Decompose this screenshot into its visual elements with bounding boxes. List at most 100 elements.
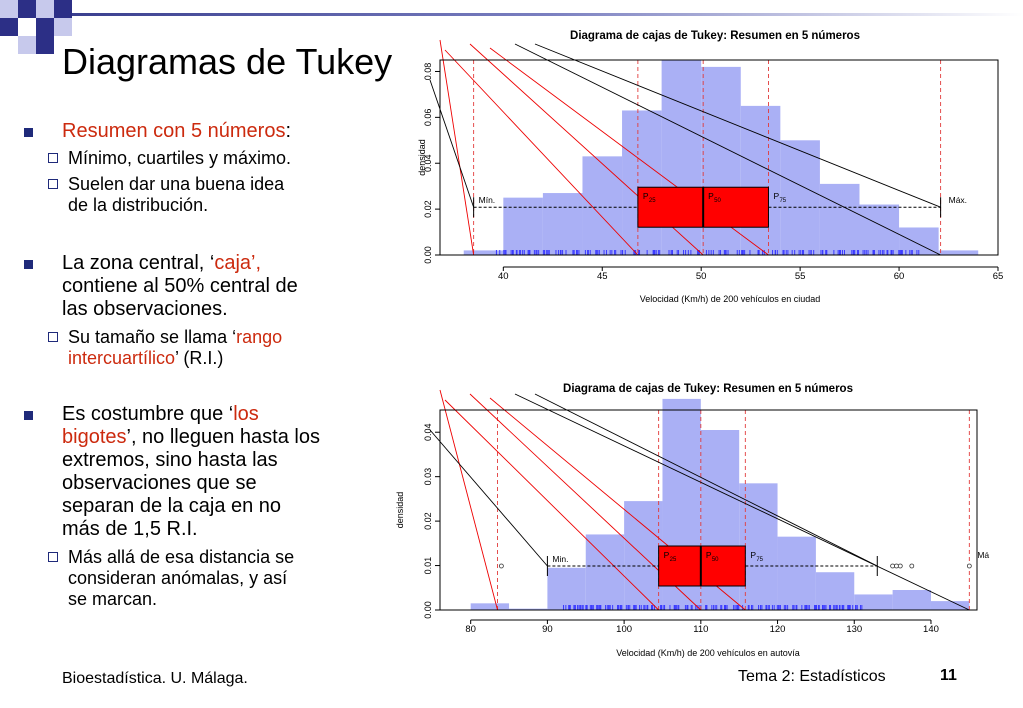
sub-bullet-text-highlight: rango: [236, 327, 283, 347]
bullet-text: ’, no lleguen hasta los: [126, 426, 320, 448]
projection-line: [429, 79, 475, 208]
p25-subscript: 25: [649, 198, 656, 204]
tukey-charts: Diagrama de cajas de Tukey: Resumen en 5…: [395, 30, 1004, 658]
projection-line: [534, 393, 878, 567]
projection-line: [514, 393, 970, 611]
y-tick-label: 0.01: [423, 557, 433, 575]
y-tick-label: 0.06: [423, 109, 433, 127]
x-tick-label: 55: [795, 271, 806, 282]
y-tick-label: 0.00: [423, 601, 433, 619]
projection-line: [444, 399, 659, 611]
x-tick-label: 60: [894, 271, 905, 282]
bullet-text-highlight: los: [233, 403, 259, 425]
sub-bullet-item: Su tamaño se llama ‘rango intercuartílic…: [24, 327, 394, 369]
histogram-bar: [892, 590, 931, 610]
y-tick-label: 0.02: [423, 512, 433, 530]
y-tick-label: 0.04: [423, 154, 433, 172]
sub-bullet-text: Más allá de esa distancia se: [68, 547, 295, 567]
x-tick-label: 80: [465, 624, 476, 635]
sub-bullet-text: se marcan.: [68, 589, 158, 609]
hollow-square-bullet-icon: [48, 552, 58, 562]
sub-bullet-item: Suelen dar una buena idea de la distribu…: [24, 174, 394, 216]
x-tick-label: 65: [993, 271, 1004, 282]
sub-bullet-text: Suelen dar una buena idea: [68, 174, 285, 194]
chart-title: Diagrama de cajas de Tukey: Resumen en 5…: [570, 30, 860, 42]
histogram-bar: [777, 536, 816, 610]
plot-frame: [439, 59, 999, 256]
slide-title: Diagramas de Tukey: [62, 41, 393, 82]
p50-subscript: 50: [714, 198, 721, 204]
histogram-bar: [582, 156, 623, 255]
histogram-bar: [622, 110, 662, 256]
bullet-text: extremos, sino hasta las: [62, 449, 278, 471]
bullet-text: Es costumbre que ‘: [62, 403, 234, 425]
y-axis-label: densidad: [417, 139, 427, 176]
p75-label: P: [750, 550, 756, 560]
histogram-bar: [740, 105, 781, 255]
histogram-bar: [542, 193, 583, 255]
min-label: Mín.: [479, 195, 496, 205]
p50-label: P: [708, 191, 714, 201]
histogram-bar: [938, 250, 979, 255]
bullet-text: más de 1,5 R.I.: [62, 518, 198, 540]
bullet-text: :: [285, 120, 292, 142]
histogram-bar: [463, 250, 504, 255]
sub-bullet-item: Más allá de esa distancia se consideran …: [24, 547, 394, 610]
sub-bullet-text: Mínimo, cuartiles y máximo.: [68, 148, 292, 168]
bullet-text-highlight: bigotes: [62, 426, 127, 448]
bullet-text: contiene al 50% central de: [62, 275, 298, 297]
sub-bullet-text: Su tamaño se llama ‘: [68, 327, 237, 347]
outlier-point: [909, 563, 915, 569]
x-tick-label: 120: [770, 624, 786, 635]
hollow-square-bullet-icon: [48, 332, 58, 342]
p25-label: P: [643, 191, 649, 201]
x-tick-label: 100: [616, 624, 632, 635]
histogram-bar: [470, 603, 510, 610]
outlier-point: [897, 563, 903, 569]
y-tick-label: 0.00: [423, 246, 433, 264]
histogram-bar: [509, 608, 548, 610]
min-label: Min.: [552, 554, 568, 564]
bullet-text-highlight: Resumen con 5 números: [62, 120, 286, 142]
histogram-bar: [780, 140, 820, 255]
projection-line: [429, 429, 548, 567]
y-tick-label: 0.08: [423, 63, 433, 81]
footer-topic: Tema 2: Estadísticos: [738, 668, 886, 685]
hollow-square-bullet-icon: [48, 153, 58, 163]
histogram-bar: [547, 567, 586, 610]
bullet-item: Es costumbre que ‘los bigotes’, no llegu…: [24, 403, 394, 541]
sub-bullet-text: ’ (R.I.): [175, 348, 224, 368]
iqr-box: [658, 545, 746, 587]
outlier-point: [498, 563, 504, 569]
plot-frame: [439, 409, 978, 611]
x-tick-label: 140: [923, 624, 939, 635]
y-tick-label: 0.02: [423, 200, 433, 218]
p25-label: P: [664, 550, 670, 560]
p50-label: P: [706, 550, 712, 560]
square-bullet-icon: [24, 411, 33, 420]
y-tick-label: 0.03: [423, 468, 433, 486]
sub-bullet-text: de la distribución.: [68, 195, 209, 215]
sub-bullet-text-highlight: intercuartílico: [68, 348, 176, 368]
page-number: 11: [940, 667, 957, 684]
max-label: Máx.: [949, 195, 967, 205]
projection-line: [514, 43, 941, 256]
x-tick-label: 130: [846, 624, 862, 635]
histogram-bar: [854, 594, 893, 610]
projection-line: [439, 39, 475, 256]
histogram-bar: [930, 601, 970, 610]
histogram-bar: [503, 197, 543, 255]
bullet-text: las observaciones.: [62, 298, 228, 320]
y-axis-label: densidad: [395, 492, 405, 529]
p25-subscript: 25: [670, 557, 677, 563]
y-tick-label: 0.04: [423, 423, 433, 441]
hollow-square-bullet-icon: [48, 179, 58, 189]
bullet-text: observaciones que se: [62, 472, 257, 494]
bullet-text: La zona central, ‘: [62, 252, 215, 274]
square-bullet-icon: [24, 260, 33, 269]
square-bullet-icon: [24, 128, 33, 137]
projection-line: [534, 43, 941, 208]
bullet-list: Resumen con 5 números: Mínimo, cuartiles…: [24, 120, 394, 610]
sub-bullet-text: consideran anómalas, y así: [68, 568, 288, 588]
projection-line: [439, 389, 498, 611]
